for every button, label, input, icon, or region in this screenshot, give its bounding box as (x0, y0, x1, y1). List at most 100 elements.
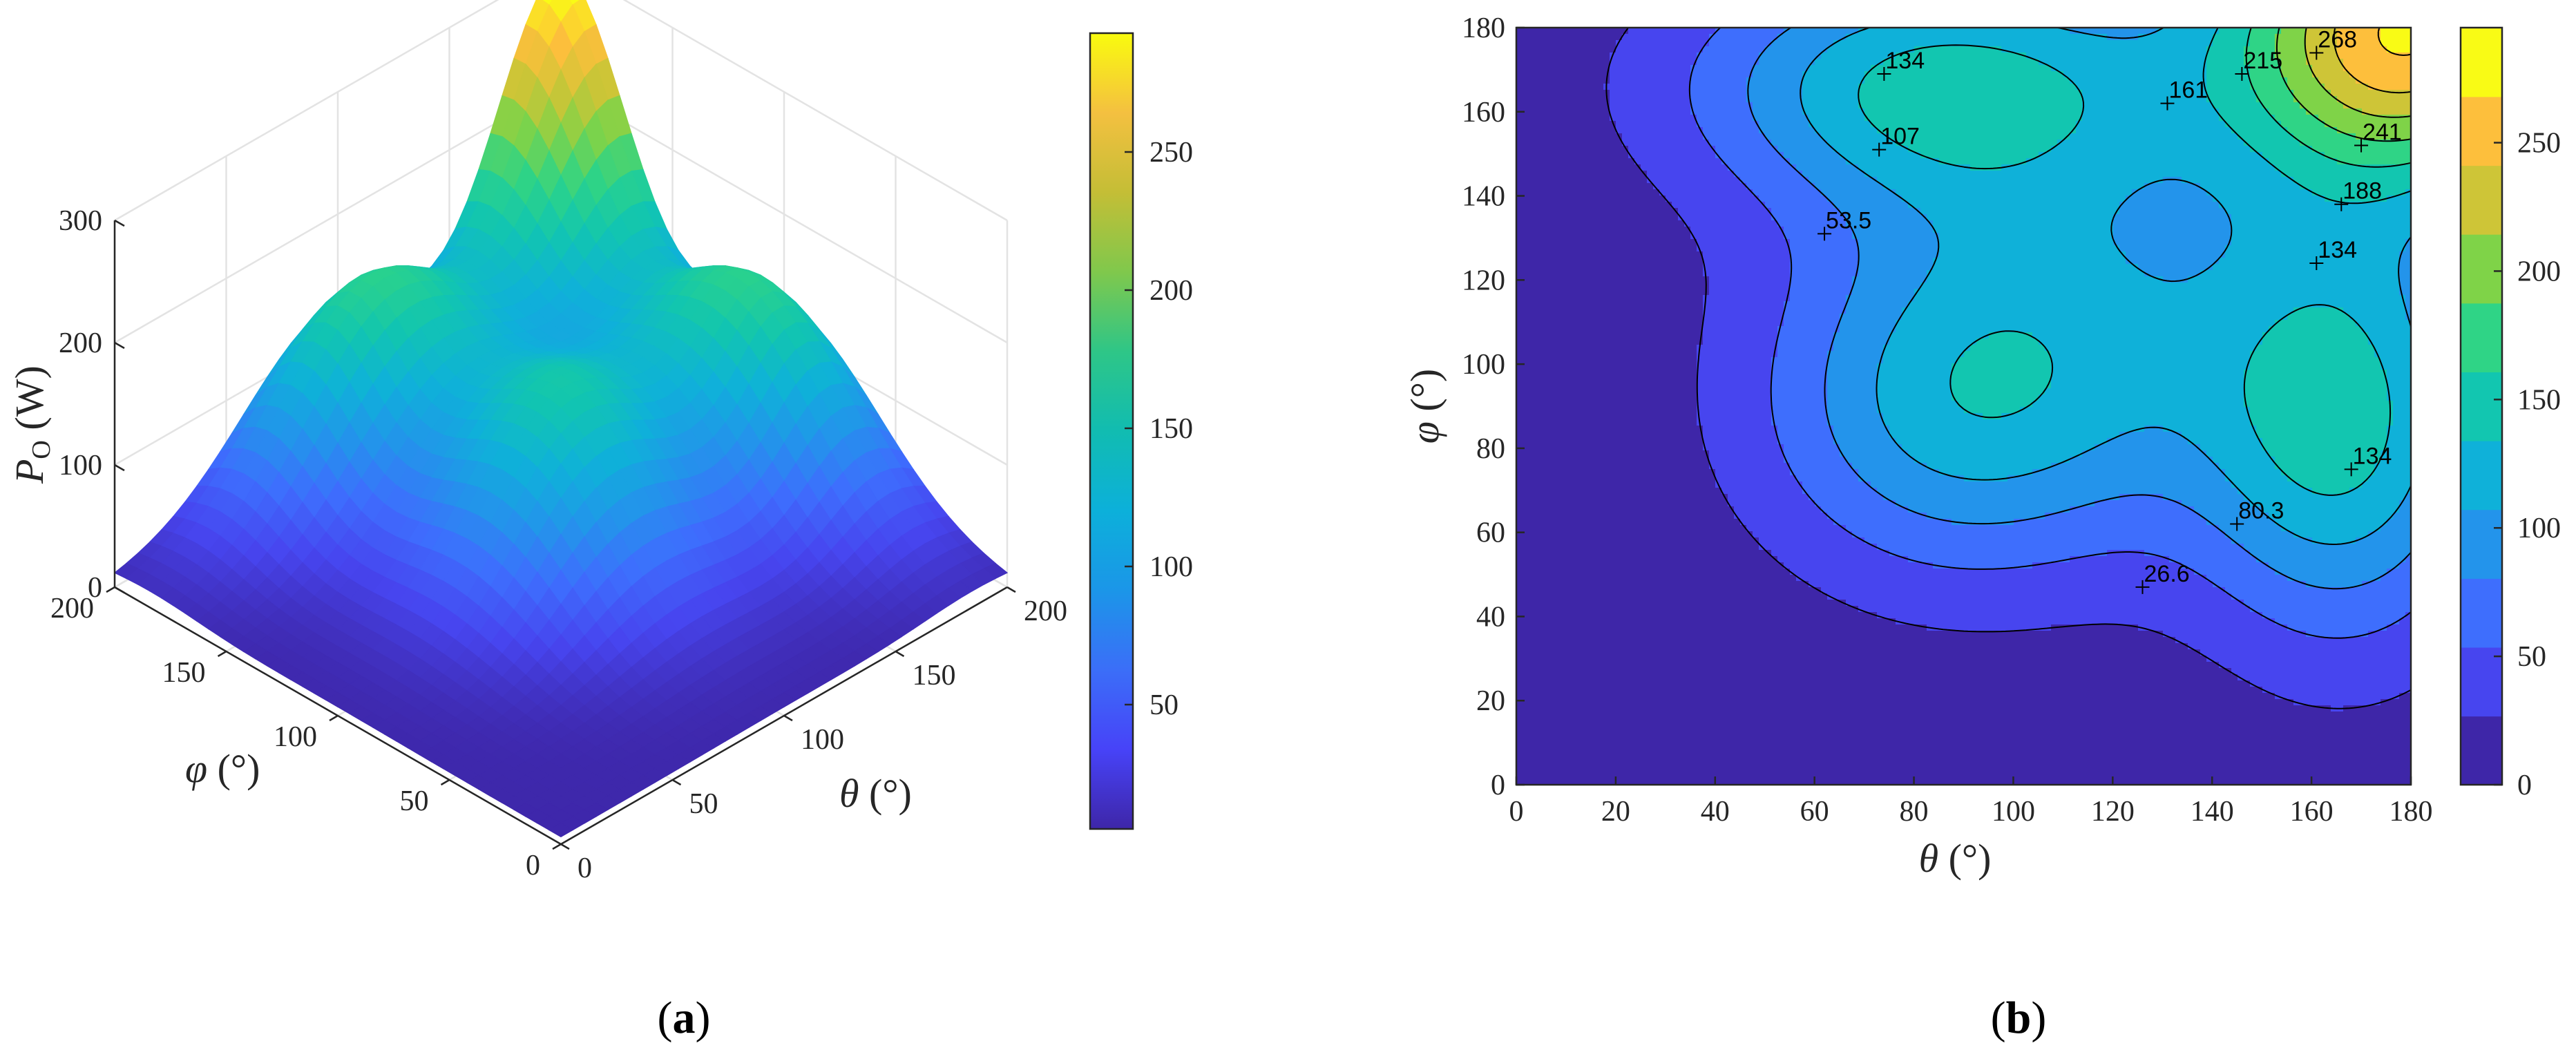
contour-cell (1622, 245, 1629, 252)
contour-cell (1678, 127, 1685, 134)
contour-cell (1566, 612, 1573, 619)
contour-cell (1647, 295, 1654, 302)
contour-cell (1678, 730, 1685, 737)
contour-cell (1634, 158, 1641, 165)
contour-cell (1603, 208, 1610, 215)
contour-cell (1678, 550, 1685, 557)
contour-cell (1541, 674, 1548, 681)
contour-cell (1603, 544, 1610, 551)
contour-cell (1659, 656, 1666, 662)
contour-cell (1523, 53, 1529, 59)
contour-cell (1572, 307, 1579, 314)
contour-cell (1647, 84, 1654, 90)
contour-cell (1591, 202, 1598, 209)
contour-cell (1572, 239, 1579, 246)
contour-cell (1684, 569, 1691, 575)
contour-cell (1560, 295, 1567, 302)
contour-cell (1634, 488, 1641, 495)
contour-cell (1516, 220, 1523, 227)
contour-cell (1603, 699, 1610, 706)
contour-cell (1678, 513, 1685, 519)
contour-cell (1647, 251, 1654, 258)
contour-cell (1647, 363, 1654, 370)
contour-cell (1535, 214, 1542, 221)
contour-cell (1659, 40, 1666, 47)
contour-cell (1628, 96, 1635, 103)
contour-cell (1566, 345, 1573, 352)
contour-cell (1653, 345, 1660, 352)
contour-cell (1566, 77, 1573, 84)
contour-cell (1566, 606, 1573, 613)
contour-cell (1554, 450, 1561, 457)
contour-cell (1572, 755, 1579, 762)
contour-cell (1672, 301, 1679, 308)
contour-cell (1628, 220, 1635, 227)
contour-cell (1628, 258, 1635, 265)
contour-cell (1547, 457, 1554, 464)
contour-cell (1666, 556, 1672, 563)
contour-cell (1659, 662, 1666, 669)
contour-cell (1591, 388, 1598, 395)
contour-cell (1572, 569, 1579, 575)
contour-cell (1554, 699, 1561, 706)
contour-cell (1541, 463, 1548, 470)
contour-cell (1610, 227, 1616, 233)
contour-cell (1547, 152, 1554, 159)
contour-cell (1647, 718, 1654, 725)
contour-cell (1597, 761, 1604, 768)
contour-cell (1535, 643, 1542, 650)
contour-cell (1622, 569, 1629, 575)
contour-cell (1566, 320, 1573, 327)
contour-cell (1529, 84, 1536, 90)
contour-cell (1666, 233, 1672, 240)
contour-cell (1578, 656, 1585, 662)
contour-cell (1672, 481, 1679, 488)
contour-cell (1647, 59, 1654, 66)
contour-cell (1610, 600, 1616, 607)
contour-cell (1616, 481, 1623, 488)
contour-cell (1616, 680, 1623, 687)
contour-cell (1628, 705, 1635, 712)
contour-cell (1603, 158, 1610, 165)
contour-cell (1523, 513, 1529, 519)
contour-cell (1634, 624, 1641, 631)
contour-cell (1516, 239, 1523, 246)
contour-cell (1541, 500, 1548, 507)
contour-cell (1653, 432, 1660, 439)
contour-cell (1541, 90, 1548, 97)
contour-cell (1529, 283, 1536, 289)
contour-cell (1566, 96, 1573, 103)
contour-cell (1535, 96, 1542, 103)
contour-cell (1610, 450, 1616, 457)
contour-cell (1523, 195, 1529, 202)
contour-cell (1634, 382, 1641, 389)
contour-cell (1684, 531, 1691, 538)
contour-cell (1616, 767, 1623, 774)
contour-cell (1535, 463, 1542, 470)
contour-cell (1523, 693, 1529, 700)
contour-cell (1678, 699, 1685, 706)
contour-cell (1672, 40, 1679, 47)
contour-cell (1603, 195, 1610, 202)
contour-cell (1585, 270, 1592, 277)
contour-cell (1647, 326, 1654, 333)
contour-cell (1616, 307, 1623, 314)
contour-cell (1585, 59, 1592, 66)
contour-cell (1622, 693, 1629, 700)
contour-cell (1547, 332, 1554, 339)
contour-cell (1572, 233, 1579, 240)
contour-cell (1653, 426, 1660, 432)
contour-cell (1666, 301, 1672, 308)
contour-cell (1628, 189, 1635, 196)
contour-cell (1659, 419, 1666, 426)
contour-cell (1616, 699, 1623, 706)
contour-cell (1547, 544, 1554, 551)
contour-cell (1684, 289, 1691, 296)
contour-cell (1659, 761, 1666, 768)
contour-cell (1641, 593, 1648, 600)
contour-cell (1516, 513, 1523, 519)
contour-cell (1628, 724, 1635, 731)
contour-cell (1523, 488, 1529, 495)
contour-cell (1622, 108, 1629, 115)
contour-cell (1641, 656, 1648, 662)
